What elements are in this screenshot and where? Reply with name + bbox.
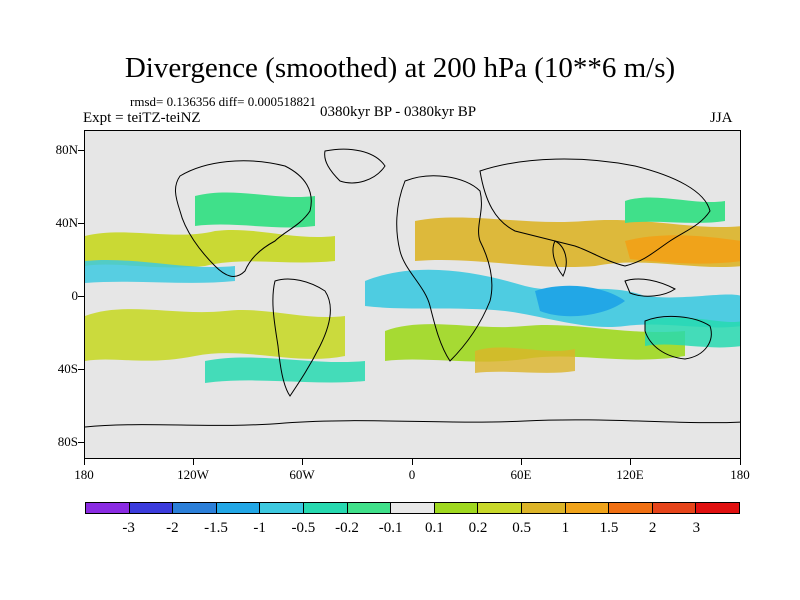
map-svg — [85, 148, 740, 428]
coastlines — [85, 148, 740, 428]
season-label: JJA — [710, 110, 733, 126]
colorbar-box — [302, 502, 348, 514]
colorbar-box — [259, 502, 304, 514]
lat-tickmark — [78, 223, 84, 224]
lat-tick-80s: 80S — [57, 434, 78, 449]
negative-blob-east-pacific — [645, 317, 740, 348]
lon-tick-0: 0 — [408, 467, 416, 482]
colorbar-box — [651, 502, 697, 514]
lat-tick-80n: 80N — [55, 142, 78, 157]
lat-tick-40n: 40N — [55, 215, 78, 230]
positive-core-pacific — [625, 235, 740, 264]
colorbar-box — [390, 502, 435, 514]
lon-tickmark — [412, 459, 413, 465]
divergence-field — [85, 192, 740, 383]
colorbar-label: -3 — [122, 520, 135, 536]
colorbar-box — [477, 502, 522, 514]
colorbar-label: -1.5 — [204, 520, 228, 536]
north-america-coast — [175, 160, 312, 277]
colorbar-box — [608, 502, 653, 514]
lat-tickmark — [78, 369, 84, 370]
colorbar-label: -0.5 — [291, 520, 316, 536]
negative-blob-pacific-north — [625, 197, 725, 223]
colorbar-label: -1 — [253, 520, 266, 536]
colorbar-label: 3 — [692, 520, 701, 536]
colorbar-box — [346, 502, 392, 514]
europe-africa-coast — [396, 175, 493, 362]
positive-band-north — [85, 229, 335, 268]
colorbar-label: 2 — [648, 520, 657, 536]
colorbar-label: -2 — [166, 520, 179, 536]
lon-tickmark — [193, 459, 194, 465]
positive-band-south-atlantic — [385, 324, 685, 362]
india-coast — [552, 240, 567, 277]
colorbar — [85, 502, 740, 514]
negative-blob-south — [205, 357, 365, 383]
negative-blob-pacific — [85, 259, 235, 283]
colorbar-label: 0.1 — [424, 520, 444, 536]
lat-tickmark — [78, 296, 84, 297]
lon-tick-120e: 120E — [616, 467, 644, 482]
lat-tickmark — [78, 442, 84, 443]
colorbar-box — [520, 502, 566, 514]
lat-tickmark — [78, 150, 84, 151]
map-title: Divergence (smoothed) at 200 hPa (10**6 … — [124, 52, 676, 84]
positive-band-south-pacific — [85, 309, 345, 361]
colorbar-label: -0.1 — [378, 520, 403, 536]
australia-coast — [644, 316, 712, 360]
colorbar-box — [433, 502, 479, 514]
lon-tickmark — [630, 459, 631, 465]
greenland-coast — [324, 148, 386, 184]
lon-tick-60e: 60E — [510, 467, 532, 482]
positive-blob-africa — [475, 347, 575, 373]
colorbar-box — [215, 502, 261, 514]
antarctica-coast — [85, 419, 740, 428]
lat-tick-40s: 40S — [57, 361, 78, 376]
rmsd-stats: rmsd= 0.136356 diff= 0.000518821 — [130, 94, 316, 109]
colorbar-label: 1.5 — [599, 520, 619, 536]
colorbar-box — [128, 502, 174, 514]
lon-tick-60w: 60W — [289, 467, 315, 482]
colorbar-box — [564, 502, 610, 514]
lon-tick-180w: 180 — [74, 467, 94, 482]
colorbar-label: 0.2 — [468, 520, 488, 536]
lon-tickmark — [302, 459, 303, 465]
asia-coast — [479, 158, 711, 267]
colorbar-box — [85, 502, 130, 514]
colorbar-label: 0.5 — [512, 520, 532, 536]
lon-tickmark — [740, 459, 741, 465]
south-america-coast — [272, 278, 331, 397]
lon-tickmark — [84, 459, 85, 465]
colorbar-label: -0.2 — [335, 520, 359, 536]
colorbar-box — [172, 502, 217, 514]
negative-core-indian — [535, 285, 625, 317]
colorbar-box — [695, 502, 740, 514]
lon-tick-120w: 120W — [177, 467, 209, 482]
lon-tick-180e: 180 — [730, 467, 750, 482]
colorbar-label: 1 — [561, 520, 570, 536]
experiment-label: Expt = teiTZ-teiNZ — [83, 110, 201, 126]
lon-tickmark — [521, 459, 522, 465]
negative-blob-atlantic — [195, 192, 315, 228]
lat-tick-0: 0 — [71, 288, 79, 303]
map-panel — [84, 130, 741, 459]
maritime-continent-coast — [624, 278, 676, 297]
period-label: 0380kyr BP - 0380kyr BP — [320, 104, 477, 120]
